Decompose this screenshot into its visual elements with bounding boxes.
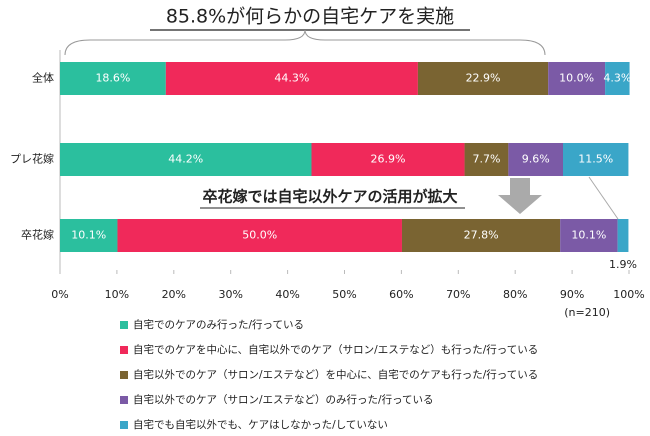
x-tick-label: 90% [560,288,584,301]
bar-segment [464,143,509,176]
x-tick-label: 70% [446,288,470,301]
value-label: 1.9% [609,258,637,271]
bar-segment [417,62,549,95]
x-tick-label: 40% [275,288,299,301]
value-label: 10.1% [571,229,606,242]
chart-title: 85.8%が何らかの自宅ケアを実施 [166,6,454,28]
bar-segment [562,143,629,176]
connector [588,176,619,220]
y-tick-label: 卒花嫁 [21,228,54,242]
value-label: 50.0% [242,229,277,242]
legend-swatch [120,371,128,379]
value-label: 27.8% [464,229,499,242]
x-tick-label: 10% [105,288,129,301]
bar-segment [60,143,312,176]
x-tick-label: 80% [503,288,527,301]
legend-label: 自宅でも自宅以外でも、ケアはしなかった/していない [133,418,388,431]
value-label: 22.9% [466,72,501,85]
value-label: 18.6% [95,72,130,85]
value-label: 44.2% [168,153,203,166]
x-tick-label: 50% [332,288,356,301]
legend-label: 自宅でのケアのみ行った/行っている [133,318,304,331]
value-label: 4.3% [603,72,631,85]
bar-segment [560,219,618,252]
legend-swatch [120,346,128,354]
value-label: 10.1% [71,229,106,242]
x-tick-label: 100% [613,288,644,301]
x-tick-label: 60% [389,288,413,301]
value-label: 11.5% [578,153,613,166]
brace [64,29,546,56]
bar-segment [165,62,418,95]
legend-swatch [120,421,128,429]
value-label: 10.0% [559,72,594,85]
value-label: 7.7% [472,153,500,166]
bar-segment [401,219,561,252]
legend-label: 自宅でのケアを中心に、自宅以外でのケア（サロン/エステなど）も行った/行っている [133,343,538,356]
bar-segment [60,62,166,95]
bar-segment [60,219,118,252]
value-label: 44.3% [274,72,309,85]
y-tick-label: 全体 [32,71,54,85]
x-tick-label: 0% [51,288,68,301]
bar-segment [117,219,402,252]
sample-size: (n=210) [564,306,610,319]
bar-segment [605,62,630,95]
value-label: 9.6% [522,153,550,166]
arrow [498,178,542,214]
y-tick-label: プレ花嫁 [10,152,54,166]
legend-swatch [120,396,128,404]
bar-segment [548,62,606,95]
bar-segment [508,143,563,176]
x-tick-label: 30% [218,288,242,301]
bar-segment [617,219,629,252]
legend-swatch [120,321,128,329]
value-label: 26.9% [371,153,406,166]
legend-label: 自宅以外でのケア（サロン/エステなど）のみ行った/行っている [133,393,434,406]
bar-segment [311,143,465,176]
x-tick-label: 20% [162,288,186,301]
legend-label: 自宅以外でのケア（サロン/エステなど）を中心に、自宅でのケアも行った/行っている [133,368,538,381]
annotation: 卒花嫁では自宅以外ケアの活用が拡大 [202,188,457,206]
